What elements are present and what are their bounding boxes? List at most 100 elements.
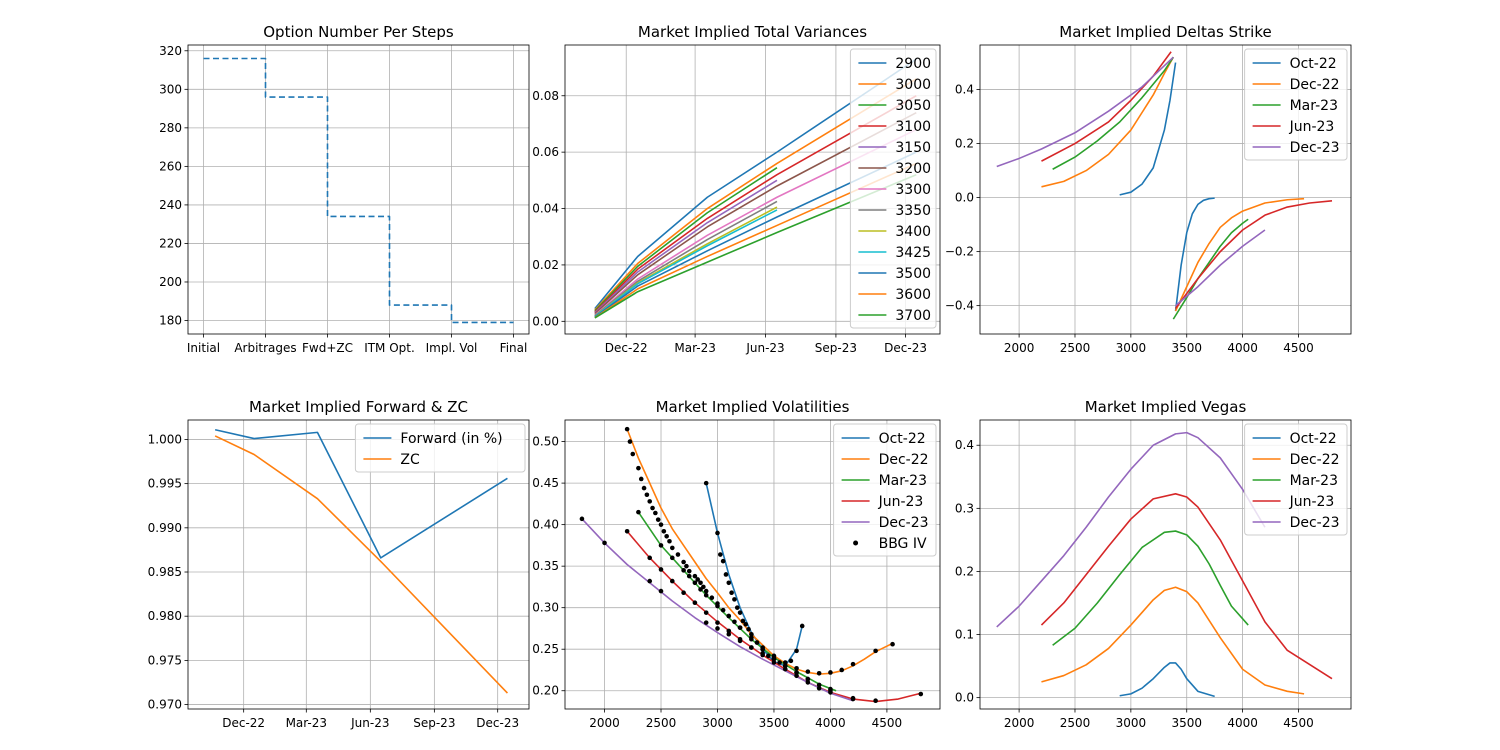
x-tick-label: ITM Opt. — [364, 341, 415, 355]
legend-label: Dec-23 — [879, 515, 929, 531]
scatter-point — [805, 680, 811, 685]
scatter-point — [737, 638, 743, 644]
scatter-point — [715, 620, 720, 625]
scatter-point — [726, 631, 732, 637]
legend-label: 3500 — [895, 266, 931, 282]
x-tick-label: 4500 — [1283, 341, 1314, 355]
series-line — [594, 200, 778, 317]
scatter-point — [681, 559, 686, 565]
series-line — [594, 151, 917, 318]
series-line — [1172, 218, 1249, 320]
scatter-point — [686, 573, 692, 579]
chart-panel-6: Market Implied Vegas 2000 2500 3000 3500 4000… — [955, 398, 1352, 730]
legend-label: 3425 — [895, 245, 931, 261]
scatter-point — [703, 592, 709, 598]
chart-panel-5: Market Implied Volatilities 2000 2500 3000 3… — [532, 398, 941, 730]
series-line — [594, 95, 917, 313]
scatter-point — [749, 636, 754, 642]
legend-label: Forward (in %) — [400, 431, 502, 447]
scatter-point — [726, 613, 732, 619]
scatter-point — [726, 580, 732, 586]
series-line — [594, 166, 778, 312]
legend-label: 3200 — [895, 161, 931, 177]
scatter-point — [737, 610, 743, 615]
scatter-point — [743, 621, 749, 627]
chart-title: Market Implied Forward & ZC — [249, 398, 468, 416]
series-line — [594, 179, 778, 314]
scatter-point — [655, 517, 661, 522]
scatter-point — [641, 485, 647, 491]
legend-label: 3700 — [895, 308, 931, 324]
y-tick-label: −0.4 — [945, 299, 974, 313]
y-tick-label: 0.2 — [955, 564, 974, 578]
scatter-point — [734, 605, 740, 610]
y-tick-label: 0.970 — [148, 698, 182, 712]
legend-label: 3300 — [895, 182, 931, 198]
legend-label: 3050 — [895, 98, 931, 114]
x-tick-label: Dec-23 — [884, 341, 927, 355]
scatter-point — [661, 528, 667, 534]
x-tick-label: 2500 — [646, 716, 677, 730]
scatter-point — [782, 666, 788, 672]
scatter-point — [794, 670, 799, 675]
series-line — [214, 428, 508, 559]
scatter-point — [799, 623, 805, 629]
scatter-point — [638, 476, 644, 482]
y-tick-label: 0.4 — [955, 438, 974, 452]
y-tick-label: 0.04 — [532, 202, 559, 216]
x-tick-label: 2500 — [1060, 341, 1091, 355]
scatter-point — [715, 603, 720, 609]
legend-label: Mar-23 — [879, 473, 927, 489]
series-line — [594, 128, 917, 316]
scatter-point — [692, 573, 698, 579]
scatter-point — [636, 509, 641, 515]
legend-label: 3400 — [895, 224, 931, 240]
scatter-point — [670, 545, 675, 551]
legend-box — [354, 423, 526, 473]
legend: Forward (in %) ZC — [354, 423, 526, 473]
scatter-point — [816, 670, 822, 676]
x-tick-label: Sep-23 — [413, 716, 455, 730]
legend-label: 3150 — [895, 140, 931, 156]
scatter-point — [695, 577, 701, 582]
x-axis: 2000 2500 3000 3500 4000 4500 — [1004, 420, 1314, 730]
x-tick-label: 2000 — [1004, 341, 1035, 355]
series-line — [1119, 62, 1177, 196]
series-line — [1174, 200, 1333, 309]
scatter-point — [729, 590, 734, 596]
scatter-point — [681, 590, 686, 596]
y-tick-label: 0.0 — [955, 191, 974, 205]
scatter-point — [718, 552, 723, 557]
y-tick-label: 0.1 — [955, 628, 974, 642]
scatter-point — [686, 568, 692, 574]
scatter-point — [624, 528, 630, 534]
series-line — [1041, 56, 1175, 188]
chart-title: Market Implied Deltas Strike — [1059, 23, 1271, 41]
x-tick-label: 4000 — [815, 716, 846, 730]
series-line — [996, 56, 1174, 168]
scatter-point — [636, 465, 641, 471]
scatter-point — [658, 543, 664, 548]
y-tick-label: 0.20 — [532, 684, 559, 698]
chart-panel-3: Market Implied Deltas Strike 2000 2500 3000… — [945, 23, 1352, 355]
legend-label: Jun-23 — [1289, 494, 1335, 510]
legend-label: Oct-22 — [879, 431, 926, 447]
scatter-point — [873, 698, 878, 703]
x-tick-label: 4000 — [1227, 341, 1258, 355]
y-tick-label: 240 — [159, 198, 182, 212]
y-tick-label: 300 — [159, 82, 182, 96]
scatter-point — [692, 580, 698, 586]
scatter-point — [650, 505, 655, 511]
legend-label: Dec-22 — [1290, 77, 1340, 93]
y-tick-label: 0.40 — [532, 518, 559, 532]
scatter-point — [740, 618, 746, 624]
y-tick-label: 0.45 — [532, 476, 559, 490]
scatter-point — [771, 656, 777, 662]
legend-box — [1244, 423, 1348, 536]
legend-box — [1244, 48, 1348, 161]
scatter-point — [805, 669, 811, 674]
scatter-point — [850, 696, 856, 702]
legend-marker — [853, 540, 859, 546]
x-tick-label: 2000 — [1004, 716, 1035, 730]
